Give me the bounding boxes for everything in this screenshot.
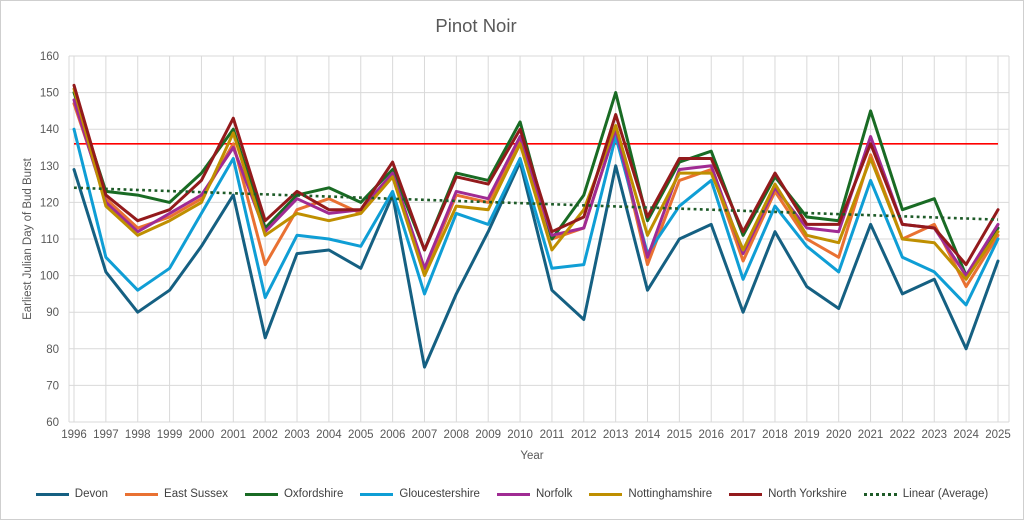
x-tick-label-2000: 2000 <box>189 429 215 441</box>
x-tick-label-2012: 2012 <box>571 429 597 441</box>
x-tick-label-2015: 2015 <box>667 429 693 441</box>
x-tick-label-2005: 2005 <box>348 429 374 441</box>
legend-item-linear-average: Linear (Average) <box>863 488 989 500</box>
legend-item-nottinghamshire: Nottinghamshire <box>589 488 712 500</box>
x-tick-label-2007: 2007 <box>412 429 438 441</box>
y-tick-label-140: 140 <box>40 124 59 136</box>
x-tick-label-2004: 2004 <box>316 429 342 441</box>
x-tick-label-2023: 2023 <box>921 429 947 441</box>
legend-item-devon: Devon <box>35 488 109 500</box>
x-tick-label-2009: 2009 <box>475 429 501 441</box>
x-tick-label-2019: 2019 <box>794 429 820 441</box>
x-tick-label-2001: 2001 <box>221 429 247 441</box>
series-line-north-yorkshire <box>72 83 1000 267</box>
y-tick-label-100: 100 <box>40 271 59 283</box>
y-tick-label-60: 60 <box>46 417 59 429</box>
legend-item-east-sussex: East Sussex <box>125 488 228 500</box>
y-tick-label-160: 160 <box>40 51 59 63</box>
y-tick-label-80: 80 <box>46 344 59 356</box>
legend-label-norfolk: Norfolk <box>535 488 573 500</box>
x-tick-label-1998: 1998 <box>125 429 151 441</box>
legend-label-devon: Devon <box>74 488 109 500</box>
legend-swatch-devon <box>35 492 69 496</box>
x-tick-label-2010: 2010 <box>507 429 533 441</box>
x-tick-label-2013: 2013 <box>603 429 629 441</box>
legend-item-oxfordshire: Oxfordshire <box>244 488 344 500</box>
legend-label-gloucestershire: Gloucestershire <box>399 488 480 500</box>
y-tick-label-130: 130 <box>40 161 59 173</box>
x-tick-label-1999: 1999 <box>157 429 183 441</box>
series-line-norfolk <box>72 98 1000 278</box>
legend-label-east-sussex: East Sussex <box>164 488 228 500</box>
x-tick-label-1997: 1997 <box>93 429 119 441</box>
y-tick-label-150: 150 <box>40 88 59 100</box>
x-tick-label-2017: 2017 <box>730 429 756 441</box>
y-tick-label-110: 110 <box>41 234 59 246</box>
legend-swatch-oxfordshire <box>244 492 278 496</box>
x-tick-label-1996: 1996 <box>61 429 87 441</box>
legend-label-nottinghamshire: Nottinghamshire <box>628 488 713 500</box>
y-tick-label-90: 90 <box>46 307 59 319</box>
x-tick-label-2006: 2006 <box>380 429 406 441</box>
x-tick-label-2024: 2024 <box>953 429 979 441</box>
series-line-gloucestershire <box>72 127 1000 307</box>
x-tick-label-2002: 2002 <box>252 429 278 441</box>
x-tick-label-2011: 2011 <box>540 429 565 441</box>
legend-swatch-gloucestershire <box>360 492 394 496</box>
x-tick-label-2003: 2003 <box>284 429 310 441</box>
legend-item-gloucestershire: Gloucestershire <box>360 488 480 500</box>
legend-swatch-nottinghamshire <box>589 492 623 496</box>
chart-title: Pinot Noir <box>435 15 517 36</box>
legend-label-oxfordshire: Oxfordshire <box>283 488 344 500</box>
series-line-devon <box>72 160 1000 369</box>
trendline-linear-average <box>73 186 999 221</box>
x-tick-label-2018: 2018 <box>762 429 788 441</box>
y-tick-label-70: 70 <box>46 380 59 392</box>
legend-label-north-yorkshire: North Yorkshire <box>768 488 847 500</box>
x-tick-label-2022: 2022 <box>890 429 916 441</box>
x-tick-label-2014: 2014 <box>635 429 661 441</box>
legend-item-north-yorkshire: North Yorkshire <box>729 488 847 500</box>
x-tick-label-2008: 2008 <box>444 429 470 441</box>
legend-swatch-norfolk <box>496 492 530 496</box>
legend-swatch-linear-average <box>863 492 897 496</box>
legend-swatch-north-yorkshire <box>729 492 763 496</box>
legend-swatch-east-sussex <box>125 492 159 496</box>
chart-legend: Devon East Sussex Oxfordshire Gloucestershi… <box>1 488 1023 500</box>
x-tick-label-2016: 2016 <box>698 429 724 441</box>
legend-item-norfolk: Norfolk <box>496 488 573 500</box>
series-line-nottinghamshire <box>72 87 1000 281</box>
legend-label-linear-average: Linear (Average) <box>902 488 989 500</box>
x-tick-label-2025: 2025 <box>985 429 1011 441</box>
x-axis-title: Year <box>520 450 544 462</box>
y-tick-label-120: 120 <box>40 197 59 209</box>
x-tick-label-2020: 2020 <box>826 429 852 441</box>
x-tick-label-2021: 2021 <box>858 429 884 441</box>
